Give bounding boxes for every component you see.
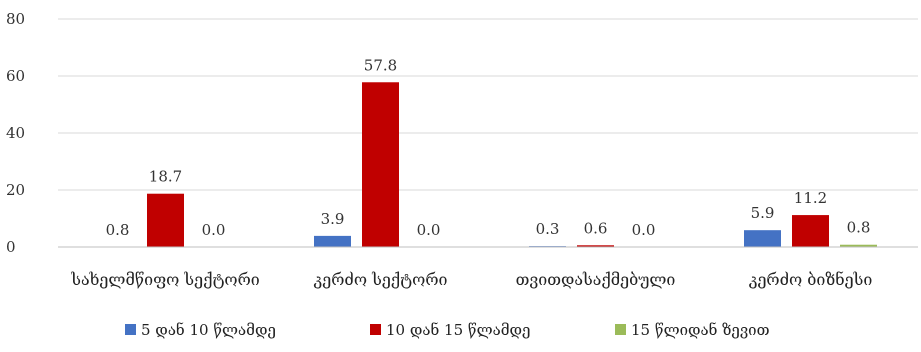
data-label: 5.9 <box>751 204 775 222</box>
bar <box>577 245 614 247</box>
x-axis: სახელმწიფო სექტორი კერძო სექტორი თვითდასაქ… <box>58 246 918 289</box>
data-label: 0.0 <box>202 221 226 239</box>
data-label: 18.7 <box>149 168 182 186</box>
data-label: 0.3 <box>536 220 560 238</box>
y-tick-label: 20 <box>6 181 25 199</box>
legend-label: 10 დან 15 წლამდე <box>386 321 530 339</box>
legend-label: 5 დან 10 წლამდე <box>141 321 276 339</box>
bar <box>147 193 184 247</box>
legend-label: 15 წლიდან ზევით <box>631 321 770 339</box>
bars <box>147 82 877 248</box>
y-tick-label: 80 <box>6 10 25 28</box>
legend-swatch <box>370 324 381 335</box>
data-label: 0.8 <box>847 219 871 237</box>
data-label: 0.6 <box>584 219 608 237</box>
y-tick-label: 0 <box>6 238 16 256</box>
bar <box>744 230 781 247</box>
data-label: 3.9 <box>321 210 345 228</box>
x-tick-label: კერძო ბიზნესი <box>749 270 873 289</box>
x-tick-label: კერძო სექტორი <box>314 270 448 289</box>
x-tick-label: თვითდასაქმებული <box>516 270 676 289</box>
y-tick-label: 40 <box>6 124 25 142</box>
data-label: 0.0 <box>417 221 441 239</box>
x-tick-label: სახელმწიფო სექტორი <box>70 270 260 289</box>
bar <box>792 215 829 247</box>
bar <box>362 82 399 248</box>
data-label: 0.8 <box>106 221 130 239</box>
legend-swatch <box>615 324 626 335</box>
data-labels: 0.8 3.9 0.3 5.9 18.7 57.8 0.6 11.2 0.0 0.0 0.0 0.8 <box>106 56 871 239</box>
data-label: 11.2 <box>794 189 827 207</box>
data-label: 57.8 <box>364 56 397 74</box>
bar <box>840 244 877 247</box>
y-axis: 0 20 40 60 80 <box>6 10 25 256</box>
legend: 5 დან 10 წლამდე 10 დან 15 წლამდე 15 წლიდან… <box>125 321 770 339</box>
data-label: 0.0 <box>632 221 656 239</box>
gridlines <box>58 18 918 248</box>
y-tick-label: 60 <box>6 67 25 85</box>
legend-swatch <box>125 324 136 335</box>
bar <box>314 235 351 247</box>
